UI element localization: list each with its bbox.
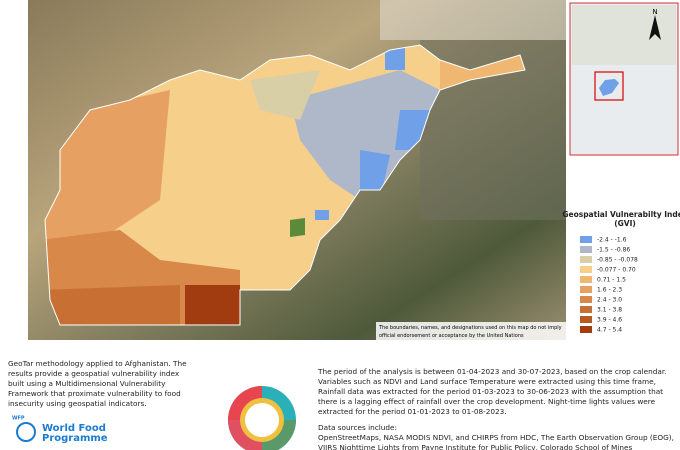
legend-swatch <box>580 306 592 313</box>
disclaimer: The boundaries, names, and designations … <box>378 325 562 339</box>
main-map: The boundaries, names, and designations … <box>28 0 566 340</box>
legend-swatch <box>580 286 592 293</box>
legend-swatch <box>580 246 592 253</box>
legend-swatch <box>580 276 592 283</box>
logo-name-line: Programme <box>42 433 108 444</box>
logo-name: World Food Programme <box>42 423 108 444</box>
legend-swatch <box>580 326 592 333</box>
logo-abbr: WFP <box>12 416 25 422</box>
sources-line: VIIRS Nighttime Lights from Payne Instit… <box>318 443 632 450</box>
legend-label: -2.4 - -1.6 <box>597 237 627 244</box>
legend-swatch <box>580 266 592 273</box>
legend-title-line: Geospatial Vulnerabilty Index <box>562 210 680 219</box>
sources-title: Data sources include: <box>318 423 397 432</box>
sources-line: OpenStreetMaps, NASA MODIS NDVI, and CHI… <box>318 433 674 442</box>
legend-title-line: (GVI) <box>614 219 636 228</box>
legend-label: -1.5 - -0.86 <box>597 247 630 254</box>
methods-line: Rainfall data was extracted for the peri… <box>318 387 663 396</box>
legend-label: 1.6 - 2.3 <box>597 287 622 294</box>
legend-label: 4.7 - 5.4 <box>597 327 622 334</box>
framework-donut <box>228 386 296 450</box>
legend-swatch <box>580 236 592 243</box>
legend-label: -0.077 - 0.70 <box>597 267 636 274</box>
disclaimer-line: official endorsement or acceptance by th… <box>379 333 524 339</box>
north-arrow: N <box>652 8 657 16</box>
intro-text: GeoTar methodology applied to Afghanista… <box>8 359 187 408</box>
logo-name-line: World Food <box>42 423 106 434</box>
methods-line: there is a lagging effect of rainfall ov… <box>318 397 656 406</box>
disclaimer-line: The boundaries, names, and designations … <box>378 325 562 331</box>
methods-line: The period of the analysis is between 01… <box>317 367 667 376</box>
legend-label: 0.71 - 1.5 <box>597 277 626 284</box>
legend-swatch <box>580 296 592 303</box>
legend: Geospatial Vulnerabilty Index (GVI) -2.4 -… <box>562 210 680 334</box>
legend-swatch <box>580 316 592 323</box>
legend-label: 3.9 - 4.6 <box>597 317 622 324</box>
legend-title: Geospatial Vulnerabilty Index (GVI) <box>562 210 680 228</box>
intro-line: Framework that proximate vulnerability t… <box>8 389 181 398</box>
intro-line: built using a Multidimensional Vulnerabi… <box>8 379 166 388</box>
methods-text: The period of the analysis is between 01… <box>317 367 674 450</box>
legend-label: 2.4 - 3.0 <box>597 297 622 304</box>
intro-line: results provide a geospatial vulnerabili… <box>8 369 180 378</box>
inset-map: N <box>569 2 679 156</box>
methods-line: Variables such as NDVI and Land surface … <box>318 377 656 386</box>
methods-line: extracted for the period 01-01-2023 to 0… <box>318 407 507 416</box>
intro-line: GeoTar methodology applied to Afghanista… <box>8 359 187 368</box>
logo: WFP World Food Programme <box>12 416 108 445</box>
legend-label: 3.1 - 3.8 <box>597 307 622 314</box>
intro-line: insecurity using geospatial indicators. <box>8 399 147 408</box>
legend-swatch <box>580 256 592 263</box>
legend-label: -0.85 - -0.078 <box>597 257 638 264</box>
